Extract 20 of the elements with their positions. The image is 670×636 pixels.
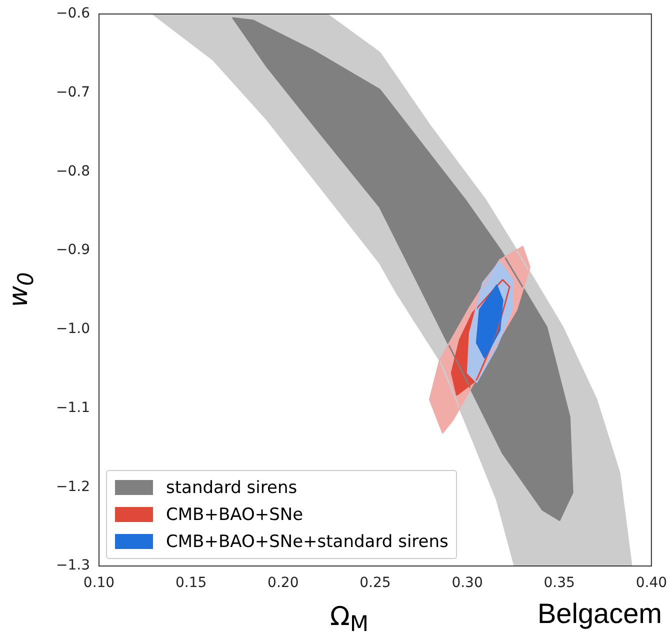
y-tick-label: −1.0 xyxy=(56,321,90,338)
x-tick-label: 0.35 xyxy=(544,575,575,592)
y-tick-label: −0.6 xyxy=(56,6,90,22)
legend-label: CMB+BAO+SNe+standard sirens xyxy=(166,532,448,552)
y-tick-label: −0.8 xyxy=(56,163,90,180)
legend-label: CMB+BAO+SNe xyxy=(166,504,304,524)
legend-label: standard sirens xyxy=(166,478,298,498)
x-tick-label: 0.20 xyxy=(268,575,299,592)
y-tick-label: −1.3 xyxy=(56,558,90,574)
text: Belgacem xyxy=(537,598,662,630)
x-tick-label: 0.10 xyxy=(83,575,115,592)
y-tick-label: −0.7 xyxy=(56,84,90,100)
x-tick-label: 0.40 xyxy=(636,575,667,592)
y-tick-label: −0.9 xyxy=(56,242,90,258)
x-tick-label: 0.25 xyxy=(360,575,391,592)
x-axis-title: Ω$_{M}$ xyxy=(330,602,369,636)
x-tick-label: 0.30 xyxy=(452,575,483,592)
x-tick-label: 0.15 xyxy=(175,575,207,592)
y-tick-label: −1.2 xyxy=(56,478,90,495)
y-tick-label: −1.1 xyxy=(56,400,90,416)
